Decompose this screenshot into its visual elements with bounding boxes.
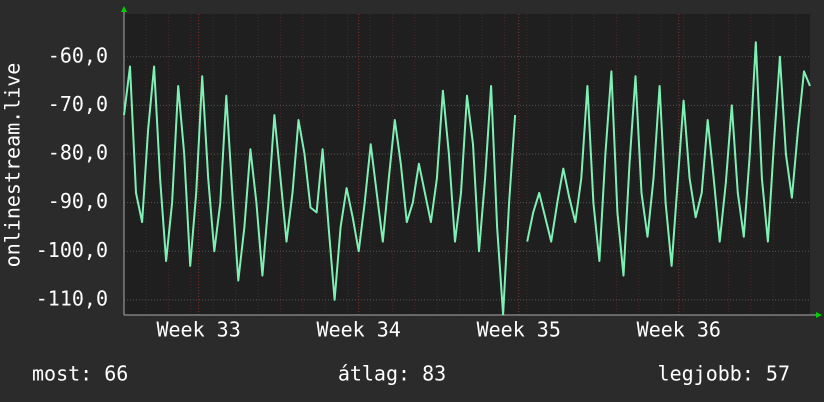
plot-area xyxy=(124,14,810,315)
y-tick-label: -90,0 xyxy=(48,189,108,213)
x-tick-label: Week 34 xyxy=(317,318,401,342)
footer-best: legjobb: 57 xyxy=(658,362,790,386)
y-tick-label: -60,0 xyxy=(48,43,108,67)
axis-arrow xyxy=(121,6,127,12)
x-tick-label: Week 36 xyxy=(637,318,721,342)
axis-arrow xyxy=(816,312,822,318)
footer-current: most: 66 xyxy=(32,362,128,386)
y-tick-label: -100,0 xyxy=(36,238,108,262)
y-tick-label: -110,0 xyxy=(36,286,108,310)
x-tick-label: Week 33 xyxy=(156,318,240,342)
x-tick-label: Week 35 xyxy=(477,318,561,342)
y-axis-label: onlinestream.live xyxy=(1,63,25,268)
y-tick-label: -80,0 xyxy=(48,141,108,165)
footer-average: átlag: 83 xyxy=(338,362,446,386)
y-tick-label: -70,0 xyxy=(48,92,108,116)
data-line xyxy=(123,41,811,316)
